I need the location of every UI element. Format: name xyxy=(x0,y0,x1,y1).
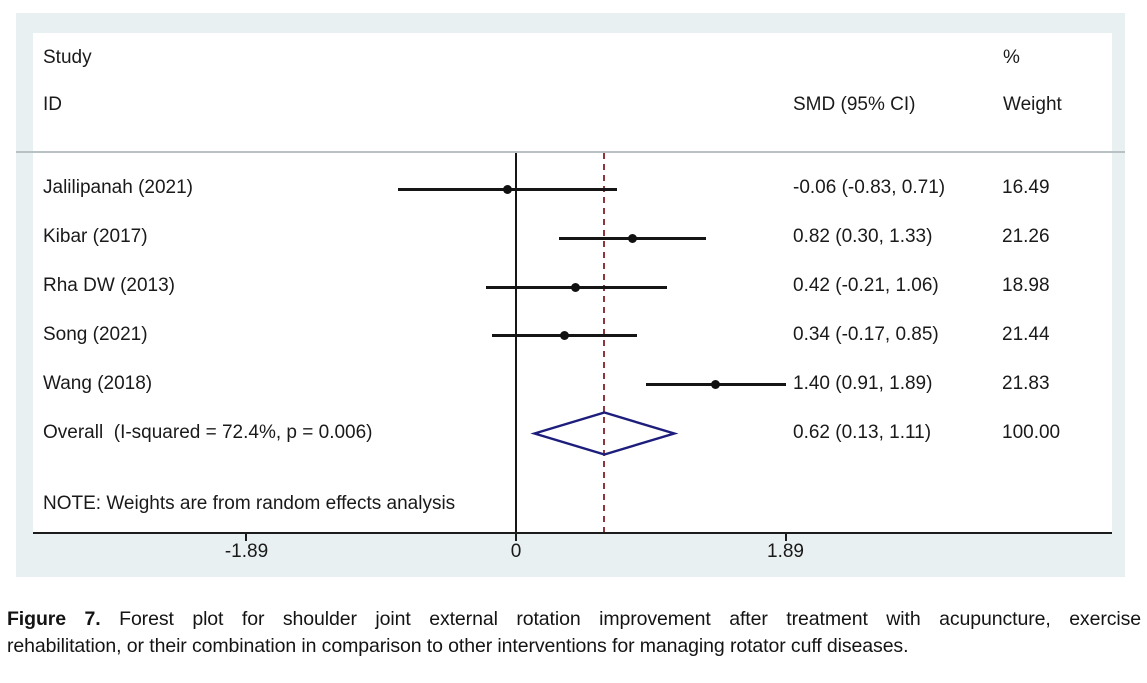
x-axis-tick-label: 1.89 xyxy=(767,541,804,562)
caption-text-line1: Forest plot for shoulder joint external … xyxy=(100,608,1141,630)
forest-plot-figure: Study ID SMD (95% CI) % Weight Jalilipan… xyxy=(16,13,1125,577)
zero-reference-line xyxy=(515,153,517,532)
study-label: Rha DW (2013) xyxy=(43,275,175,296)
header-separator-line xyxy=(16,151,1125,153)
smd-ci-value: 0.34 (-0.17, 0.85) xyxy=(793,323,939,345)
weight-value: 16.49 xyxy=(1002,177,1050,198)
effect-point xyxy=(571,282,581,292)
overall-effect-dashed-line xyxy=(603,153,606,532)
caption-figure-label: Figure 7. xyxy=(7,608,101,630)
overall-label: Overall (I-squared = 72.4%, p = 0.006) xyxy=(43,421,373,443)
x-axis-tick-label: 0 xyxy=(510,541,522,562)
column-header-id: ID xyxy=(43,94,62,115)
figure-caption: Figure 7. Forest plot for shoulder joint… xyxy=(7,606,1141,660)
study-label: Song (2021) xyxy=(43,323,148,345)
column-header-percent: % xyxy=(1003,47,1020,68)
study-label: Kibar (2017) xyxy=(43,226,148,247)
column-header-study: Study xyxy=(43,47,92,68)
smd-ci-value: 0.42 (-0.21, 1.06) xyxy=(793,275,939,296)
x-axis-tick xyxy=(515,534,517,541)
x-axis-tick xyxy=(245,534,248,541)
x-axis-tick xyxy=(784,534,787,541)
effect-point xyxy=(502,184,512,194)
weight-value: 100.00 xyxy=(1002,421,1061,443)
weight-value: 18.98 xyxy=(1002,275,1050,296)
smd-ci-value: 1.40 (0.91, 1.89) xyxy=(793,372,933,394)
effect-point xyxy=(559,331,569,340)
column-header-weight: Weight xyxy=(1003,94,1062,115)
weight-value: 21.83 xyxy=(1002,372,1050,394)
note-text: NOTE: Weights are from random effects an… xyxy=(43,493,456,514)
caption-line-1: Figure 7. Forest plot for shoulder joint… xyxy=(7,606,1141,633)
effect-point xyxy=(711,380,721,389)
caption-line-2: rehabilitation, or their combination in … xyxy=(7,635,909,657)
smd-ci-value: -0.06 (-0.83, 0.71) xyxy=(793,177,946,198)
effect-point xyxy=(628,233,638,243)
x-axis-line xyxy=(33,532,1112,534)
study-label: Wang (2018) xyxy=(43,372,153,394)
column-header-smd-ci: SMD (95% CI) xyxy=(793,94,916,115)
weight-value: 21.26 xyxy=(1002,226,1050,247)
x-axis-tick-label: -1.89 xyxy=(224,541,269,562)
smd-ci-value: 0.82 (0.30, 1.33) xyxy=(793,226,933,247)
study-label: Jalilipanah (2021) xyxy=(43,177,193,198)
smd-ci-value: 0.62 (0.13, 1.11) xyxy=(793,421,932,443)
weight-value: 21.44 xyxy=(1002,323,1050,345)
